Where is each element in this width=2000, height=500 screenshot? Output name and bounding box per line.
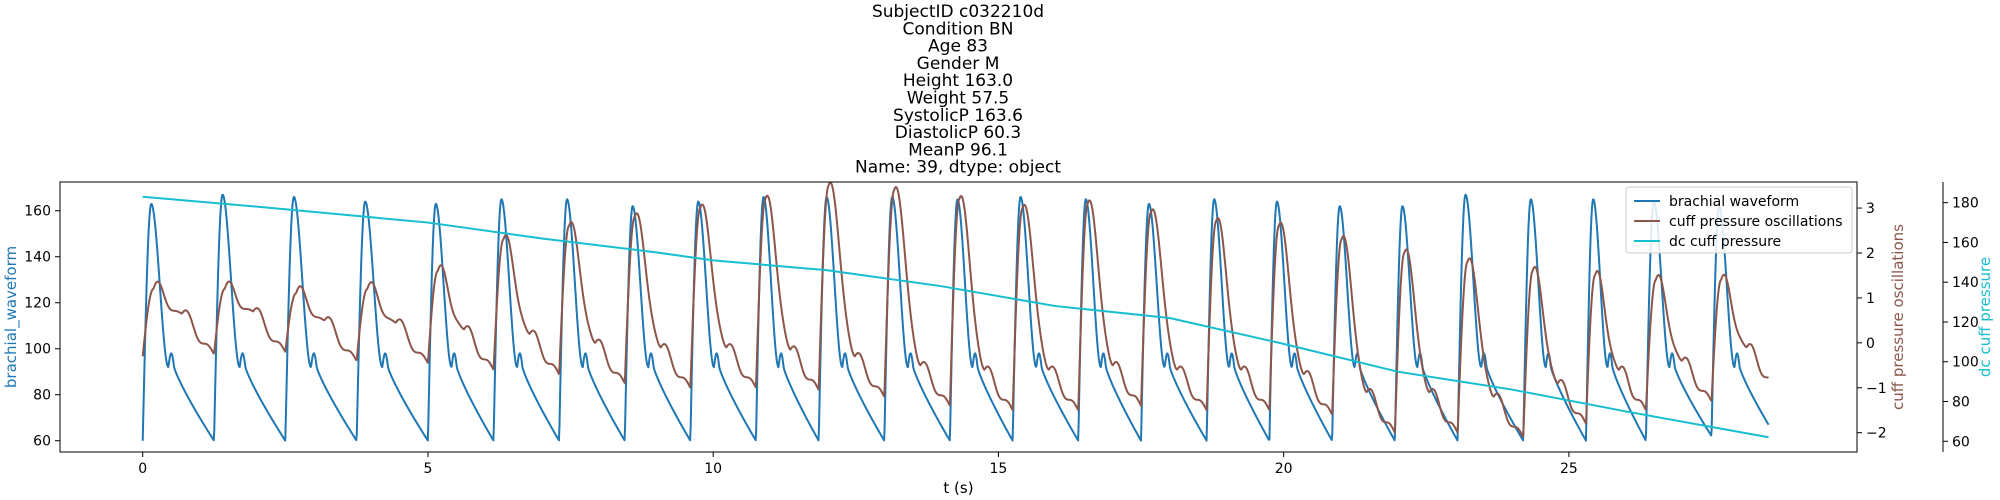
title-line: Gender M: [917, 54, 1000, 74]
legend-label: brachial waveform: [1669, 194, 1799, 210]
legend-label: cuff pressure oscillations: [1669, 214, 1843, 230]
right2-y-tick-label: 140: [1952, 275, 1979, 291]
title-line: Weight 57.5: [907, 89, 1009, 109]
right2-y-tick-label: 60: [1952, 434, 1970, 450]
right1-y-tick-label: 1: [1866, 291, 1875, 307]
left-y-tick-label: 80: [33, 388, 51, 404]
x-tick-label: 25: [1560, 461, 1578, 477]
left-y-tick-label: 120: [24, 296, 51, 312]
right1-y-tick-label: 3: [1866, 201, 1875, 217]
right1-y-tick-label: 0: [1866, 336, 1875, 352]
title-line: Name: 39, dtype: object: [855, 158, 1061, 178]
legend-box: [1625, 186, 1853, 254]
left-y-tick-label: 60: [33, 434, 51, 450]
series-line-cuff-oscillations: [141, 181, 1770, 438]
right-y-axis-dc-cuff: 60 80 100 120 140 160 180 dc cuff pressure: [1942, 182, 1994, 452]
plot-frame: [59, 181, 1858, 453]
title-line: SubjectID c032210d: [872, 2, 1044, 22]
x-tick-label: 20: [1275, 461, 1293, 477]
right1-y-axis-label: cuff pressure oscillations: [1889, 224, 1907, 410]
title-line: MeanP 96.1: [908, 140, 1008, 160]
right2-y-tick-label: 80: [1952, 394, 1970, 410]
right2-y-tick-label: 180: [1952, 196, 1979, 212]
x-axis: 0 5 10 15 20 25 t (s): [138, 452, 1578, 497]
left-y-axis-label: brachial_waveform: [2, 246, 21, 388]
x-tick-label: 15: [990, 461, 1008, 477]
title-line: DiastolicP 60.3: [895, 123, 1021, 143]
left-y-axis: 60 80 100 120 140 160 brachial_waveform: [2, 204, 60, 450]
title-line: Height 163.0: [903, 71, 1013, 91]
right1-y-tick-label: −2: [1866, 426, 1887, 442]
right2-y-tick-label: 160: [1952, 235, 1979, 251]
plot-area: [141, 181, 1770, 442]
x-tick-label: 10: [704, 461, 722, 477]
left-y-tick-label: 140: [24, 250, 51, 266]
x-tick-label: 5: [423, 461, 432, 477]
right2-y-axis-label: dc cuff pressure: [1976, 257, 1994, 377]
legend-label: dc cuff pressure: [1669, 234, 1781, 250]
right2-y-tick-label: 100: [1952, 355, 1979, 371]
title-line: SystolicP 163.6: [893, 106, 1023, 126]
title-line: Age 83: [928, 37, 988, 57]
x-tick-label: 0: [138, 461, 147, 477]
x-axis-label: t (s): [943, 479, 973, 497]
right1-y-tick-label: −1: [1866, 381, 1887, 397]
right1-y-tick-label: 2: [1866, 246, 1875, 262]
series-line-dc-cuff-pressure: [142, 195, 1769, 439]
legend: brachial waveform cuff pressure oscillati…: [1625, 186, 1853, 254]
right-y-axis-oscillations: −2 −1 0 1 2 3 cuff pressure oscillations: [1857, 201, 1907, 442]
right2-y-tick-label: 120: [1952, 315, 1979, 331]
left-y-tick-label: 100: [24, 342, 51, 358]
title-line: Condition BN: [903, 19, 1014, 39]
left-y-tick-label: 160: [24, 204, 51, 220]
